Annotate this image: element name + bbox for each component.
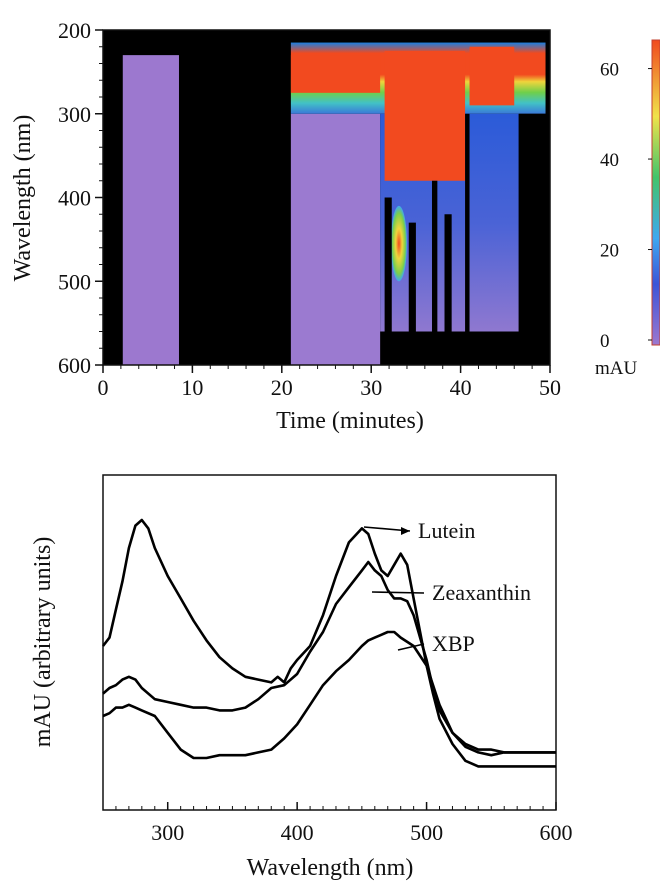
colorbar-tick-label: 60	[600, 60, 619, 81]
heatmap-black-streak	[408, 222, 416, 365]
annotation-lutein: Lutein	[418, 518, 475, 543]
spectra-x-tick-label: 400	[281, 820, 314, 845]
heatmap-black-streak	[431, 180, 438, 365]
heatmap-black-streak	[518, 113, 550, 365]
annotation-leader-xbp	[397, 643, 425, 651]
spectra-series	[101, 518, 556, 768]
colorbar-unit-label: mAU	[595, 358, 638, 379]
heatmap-y-tick-label: 500	[58, 269, 91, 294]
colorbar: 0 20 40 60 mAU	[595, 39, 660, 379]
heatmap-y-tick-label: 400	[58, 186, 91, 211]
spectra-annotations: Lutein Zeaxanthin XBP	[363, 518, 531, 656]
heatmap-x-tick-label: 0	[98, 375, 109, 400]
heatmap-x-tick-label: 40	[450, 375, 472, 400]
spectra-frame	[102, 474, 557, 811]
annotation-arrowhead	[401, 527, 410, 535]
spectra-x-ticks: 300 400 500 600	[102, 802, 573, 845]
heatmap-y-tick-label: 600	[58, 353, 91, 378]
spectra-x-axis-title: Wavelength (nm)	[247, 855, 414, 881]
spectra-y-axis-title: mAU (arbitrary units)	[30, 537, 56, 748]
heatmap-x-tick-label: 20	[271, 375, 293, 400]
colorbar-tick-label: 0	[600, 331, 610, 352]
spectra-x-tick-label: 600	[540, 820, 573, 845]
heatmap-y-tick-label: 300	[58, 102, 91, 127]
heatmap-x-ticks: 0 10 20 30 40 50	[98, 365, 561, 400]
spectrum-line-xbp	[102, 630, 556, 768]
colorbar-gradient	[651, 39, 660, 346]
heatmap-black-streak	[103, 30, 123, 365]
heatmap-region-peak-main	[290, 55, 381, 93]
heatmap-region-lower-baseline	[290, 113, 381, 365]
heatmap-region-early-baseline	[122, 55, 179, 365]
heatmap-black-streaks	[103, 30, 550, 365]
heatmap-y-tick-label: 200	[58, 18, 91, 43]
heatmap-x-axis-title: Time (minutes)	[276, 408, 424, 434]
colorbar-tick-label: 20	[600, 241, 619, 262]
colorbar-ticks: 0 20 40 60	[600, 60, 652, 352]
heatmap-image	[103, 30, 550, 365]
heatmap-black-streak	[465, 113, 470, 365]
heatmap-y-ticks: 200 300 400 500 600	[58, 18, 103, 378]
heatmap-hotspot	[390, 205, 407, 282]
heatmap-y-axis-title: Wavelength (nm)	[10, 115, 36, 282]
spectrum-line-lutein	[101, 518, 556, 757]
heatmap-region-peak-end	[469, 46, 515, 106]
heatmap-x-tick-label: 50	[539, 375, 561, 400]
spectrum-line-zeaxanthin	[102, 560, 556, 754]
heatmap-black-streak	[178, 30, 291, 365]
spectra-x-tick-label: 300	[151, 820, 184, 845]
heatmap-black-streak	[444, 214, 452, 365]
heatmap-black-streak	[384, 197, 392, 365]
heatmap-x-tick-label: 10	[181, 375, 203, 400]
colorbar-tick-label: 40	[600, 150, 619, 171]
heatmap-x-tick-label: 30	[360, 375, 382, 400]
spectra-x-tick-label: 500	[410, 820, 443, 845]
spectra-panel: 300 400 500 600 Lutein Zeaxanthin XBP Wavelen…	[30, 474, 573, 881]
annotation-zeaxanthin: Zeaxanthin	[432, 580, 531, 605]
heatmap-region-peak-late	[384, 50, 466, 181]
annotation-xbp: XBP	[432, 631, 475, 656]
annotation-leader-zeaxanthin	[371, 591, 425, 594]
